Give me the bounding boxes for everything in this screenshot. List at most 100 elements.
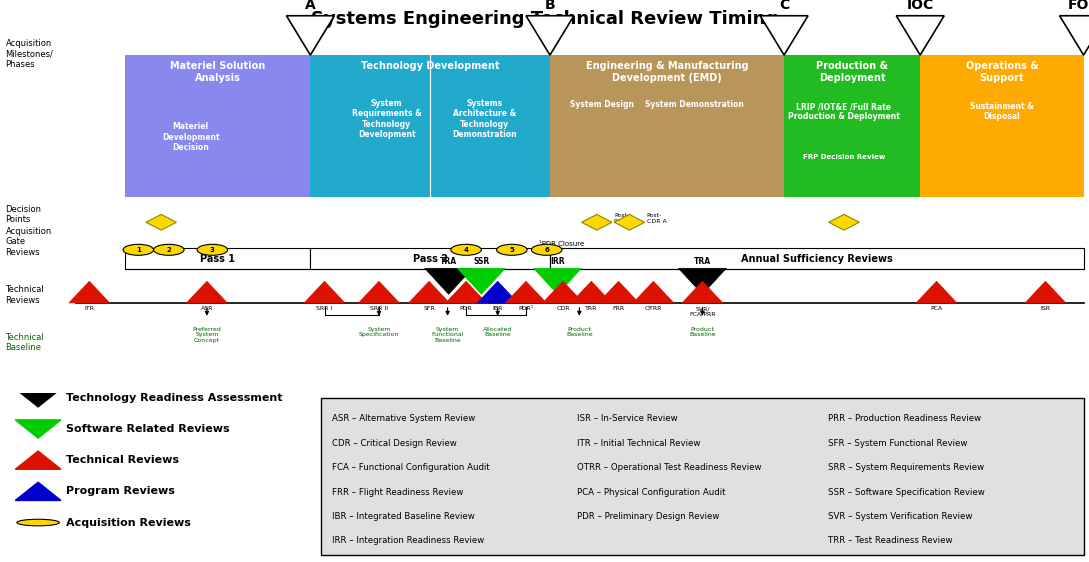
Text: ASR: ASR xyxy=(200,306,213,311)
Text: SRR – System Requirements Review: SRR – System Requirements Review xyxy=(828,463,983,472)
Bar xyxy=(310,248,550,270)
Polygon shape xyxy=(425,268,473,294)
Text: SSR: SSR xyxy=(474,257,489,266)
Text: TRA: TRA xyxy=(440,257,457,266)
Text: 3: 3 xyxy=(210,247,215,253)
Polygon shape xyxy=(1025,282,1066,303)
Bar xyxy=(784,55,920,197)
Text: Annual Sufficiency Reviews: Annual Sufficiency Reviews xyxy=(741,253,893,264)
Text: CDR: CDR xyxy=(556,306,570,311)
Polygon shape xyxy=(15,482,61,500)
Polygon shape xyxy=(69,282,110,303)
Text: Software Related Reviews: Software Related Reviews xyxy=(66,424,230,434)
Text: 1: 1 xyxy=(136,247,140,253)
Polygon shape xyxy=(614,215,645,230)
Polygon shape xyxy=(186,282,228,303)
Text: Pass 1: Pass 1 xyxy=(200,253,235,264)
Text: Engineering & Manufacturing
Development (EMD): Engineering & Manufacturing Development … xyxy=(586,61,748,83)
Bar xyxy=(550,248,1084,270)
Polygon shape xyxy=(534,268,582,294)
Text: FRP Decision Review: FRP Decision Review xyxy=(803,154,885,160)
Polygon shape xyxy=(760,16,808,55)
Text: IBR – Integrated Baseline Review: IBR – Integrated Baseline Review xyxy=(332,512,475,521)
Text: IBR: IBR xyxy=(492,306,503,311)
Text: 4: 4 xyxy=(464,247,468,253)
Text: ITR – Initial Technical Review: ITR – Initial Technical Review xyxy=(577,438,700,448)
Text: ISR: ISR xyxy=(1040,306,1051,311)
Text: Acquisition Reviews: Acquisition Reviews xyxy=(66,518,191,528)
Text: 6: 6 xyxy=(544,247,549,253)
Text: PDR¹: PDR¹ xyxy=(518,306,534,311)
Text: SRR I: SRR I xyxy=(317,306,332,311)
Text: FOC: FOC xyxy=(1067,0,1089,12)
Text: PDR: PDR xyxy=(460,306,473,311)
Text: ISR – In-Service Review: ISR – In-Service Review xyxy=(577,414,677,423)
Polygon shape xyxy=(15,451,61,469)
Text: Allocated
Baseline: Allocated Baseline xyxy=(484,327,512,337)
Polygon shape xyxy=(542,282,584,303)
Text: SRR II: SRR II xyxy=(370,306,388,311)
Polygon shape xyxy=(829,215,859,230)
Polygon shape xyxy=(598,282,639,303)
Text: System
Functional
Baseline: System Functional Baseline xyxy=(431,327,464,343)
Polygon shape xyxy=(358,282,400,303)
Text: FRR – Flight Readiness Review: FRR – Flight Readiness Review xyxy=(332,487,464,497)
Polygon shape xyxy=(571,282,612,303)
Circle shape xyxy=(451,244,481,255)
Text: System Design: System Design xyxy=(571,100,634,109)
Text: Acquisition
Milestones/
Phases: Acquisition Milestones/ Phases xyxy=(5,39,53,69)
Bar xyxy=(321,398,1084,555)
Text: Systems
Architecture &
Technology
Demonstration: Systems Architecture & Technology Demons… xyxy=(452,99,517,139)
Polygon shape xyxy=(682,282,723,303)
Text: SSR – Software Specification Review: SSR – Software Specification Review xyxy=(828,487,984,497)
Text: SFR – System Functional Review: SFR – System Functional Review xyxy=(828,438,967,448)
Text: Acquisition
Gate
Reviews: Acquisition Gate Reviews xyxy=(5,227,51,257)
Circle shape xyxy=(197,244,228,255)
Text: Post-
PDR A: Post- PDR A xyxy=(614,213,633,224)
Text: SVR/
FCA/PRR: SVR/ FCA/PRR xyxy=(689,306,715,317)
Text: B: B xyxy=(544,0,555,12)
Text: TRA: TRA xyxy=(694,257,711,266)
Text: Technology Readiness Assessment: Technology Readiness Assessment xyxy=(66,393,282,403)
Text: PRR – Production Readiness Review: PRR – Production Readiness Review xyxy=(828,414,981,423)
Text: SFR: SFR xyxy=(424,306,435,311)
Text: IRR – Integration Readiness Review: IRR – Integration Readiness Review xyxy=(332,536,485,546)
Polygon shape xyxy=(304,282,345,303)
Text: System
Specification: System Specification xyxy=(358,327,400,337)
Text: Technical
Baseline: Technical Baseline xyxy=(5,333,45,352)
Text: Pass 2: Pass 2 xyxy=(413,253,448,264)
Polygon shape xyxy=(457,268,505,294)
Text: OTRR: OTRR xyxy=(645,306,662,311)
Circle shape xyxy=(123,244,154,255)
Polygon shape xyxy=(505,282,547,303)
Text: 5: 5 xyxy=(510,247,514,253)
Text: Technical Reviews: Technical Reviews xyxy=(66,455,179,465)
Polygon shape xyxy=(916,282,957,303)
Polygon shape xyxy=(408,282,450,303)
Text: FRR: FRR xyxy=(612,306,625,311)
Text: ITR: ITR xyxy=(84,306,95,311)
Text: Sustainment &
Disposal: Sustainment & Disposal xyxy=(970,102,1033,121)
Bar xyxy=(550,55,784,197)
Text: Systems Engineering Technical Review Timing: Systems Engineering Technical Review Tim… xyxy=(311,10,778,28)
Polygon shape xyxy=(526,16,574,55)
Text: TRR: TRR xyxy=(585,306,598,311)
Text: PCA: PCA xyxy=(930,306,943,311)
Text: IRR: IRR xyxy=(550,257,565,266)
Text: System Demonstration: System Demonstration xyxy=(646,100,744,109)
Text: OTRR – Operational Test Readiness Review: OTRR – Operational Test Readiness Review xyxy=(577,463,761,472)
Text: PDR – Preliminary Design Review: PDR – Preliminary Design Review xyxy=(577,512,720,521)
Bar xyxy=(125,248,310,270)
Polygon shape xyxy=(1060,16,1089,55)
Text: Production &
Deployment: Production & Deployment xyxy=(816,61,889,83)
Text: Materiel Solution
Analysis: Materiel Solution Analysis xyxy=(170,61,266,83)
Circle shape xyxy=(497,244,527,255)
Circle shape xyxy=(531,244,562,255)
Text: PCA – Physical Configuration Audit: PCA – Physical Configuration Audit xyxy=(577,487,725,497)
Text: Technical
Reviews: Technical Reviews xyxy=(5,285,45,305)
Text: TRR – Test Readiness Review: TRR – Test Readiness Review xyxy=(828,536,952,546)
Text: Program Reviews: Program Reviews xyxy=(66,486,174,496)
Polygon shape xyxy=(15,420,61,438)
Bar xyxy=(920,55,1084,197)
Text: FCA – Functional Configuration Audit: FCA – Functional Configuration Audit xyxy=(332,463,490,472)
